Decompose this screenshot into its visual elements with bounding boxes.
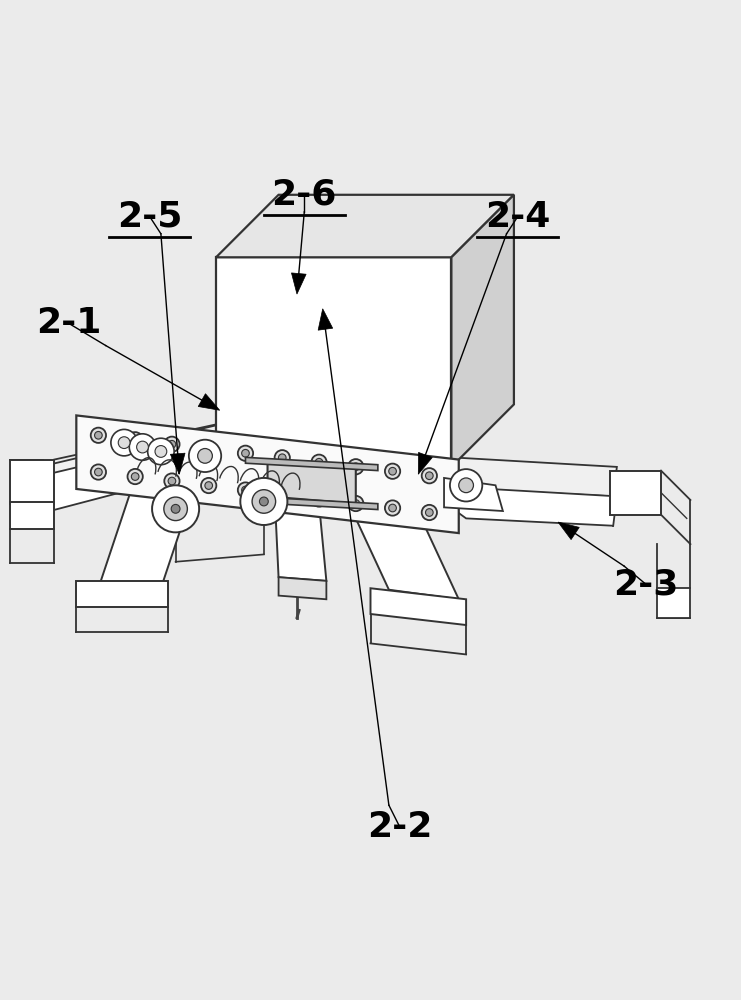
Circle shape [311,491,327,507]
Circle shape [129,434,156,460]
Circle shape [242,486,249,494]
Polygon shape [657,588,691,618]
Circle shape [425,509,433,516]
Text: 2-1: 2-1 [36,306,102,340]
Circle shape [152,485,199,532]
Circle shape [147,438,174,465]
Text: 2-4: 2-4 [485,200,551,234]
Polygon shape [39,413,268,504]
Polygon shape [76,415,459,533]
Polygon shape [318,309,333,330]
Circle shape [111,429,137,456]
Circle shape [165,473,179,489]
Circle shape [95,468,102,476]
Circle shape [189,440,222,472]
Polygon shape [245,457,378,471]
Circle shape [240,478,288,525]
Polygon shape [268,460,356,504]
Circle shape [136,441,148,453]
Circle shape [119,437,130,449]
Circle shape [90,428,106,443]
Circle shape [171,504,180,513]
Text: 2-5: 2-5 [117,200,182,234]
Circle shape [242,449,249,457]
Circle shape [131,473,139,480]
Circle shape [389,467,396,475]
Circle shape [352,463,359,471]
Circle shape [205,482,213,489]
Circle shape [238,446,253,461]
Circle shape [252,490,276,513]
Circle shape [127,469,143,484]
Polygon shape [170,453,185,474]
Circle shape [165,437,179,452]
Polygon shape [370,588,466,625]
Circle shape [389,504,396,512]
Circle shape [425,472,433,480]
Polygon shape [291,273,306,294]
Text: 2-6: 2-6 [272,178,337,212]
Circle shape [311,455,327,470]
Circle shape [131,436,139,444]
Circle shape [279,491,286,498]
Circle shape [201,478,216,493]
Polygon shape [425,487,617,526]
Circle shape [90,464,106,480]
Circle shape [315,458,323,466]
Polygon shape [451,195,514,467]
Circle shape [459,478,473,493]
Circle shape [275,487,290,502]
Polygon shape [425,457,617,496]
Text: 2-3: 2-3 [614,568,679,602]
Circle shape [168,477,176,485]
Circle shape [168,440,176,448]
Text: 2-2: 2-2 [368,810,433,844]
Circle shape [352,500,359,507]
Circle shape [450,469,482,501]
Polygon shape [245,496,378,510]
Circle shape [422,505,437,520]
Polygon shape [558,522,579,540]
Circle shape [238,482,253,498]
Circle shape [205,445,213,453]
Polygon shape [76,581,168,607]
Circle shape [279,454,286,462]
Circle shape [155,446,167,457]
Circle shape [95,431,102,439]
Polygon shape [32,423,264,515]
Circle shape [348,496,363,511]
Polygon shape [10,460,54,504]
Circle shape [259,497,268,506]
Circle shape [201,441,216,456]
Polygon shape [419,452,432,474]
Polygon shape [216,257,451,467]
Circle shape [348,459,363,474]
Polygon shape [198,394,220,410]
Polygon shape [610,471,661,515]
Polygon shape [341,487,459,599]
Polygon shape [444,478,503,511]
Polygon shape [279,577,326,599]
Circle shape [198,449,213,463]
Polygon shape [216,195,514,257]
Polygon shape [10,502,54,529]
Circle shape [127,432,143,447]
Circle shape [164,497,187,521]
Circle shape [315,495,323,503]
Circle shape [422,468,437,483]
Circle shape [385,464,400,479]
Circle shape [385,500,400,516]
Circle shape [275,450,290,465]
Polygon shape [99,489,194,588]
Polygon shape [275,500,326,581]
